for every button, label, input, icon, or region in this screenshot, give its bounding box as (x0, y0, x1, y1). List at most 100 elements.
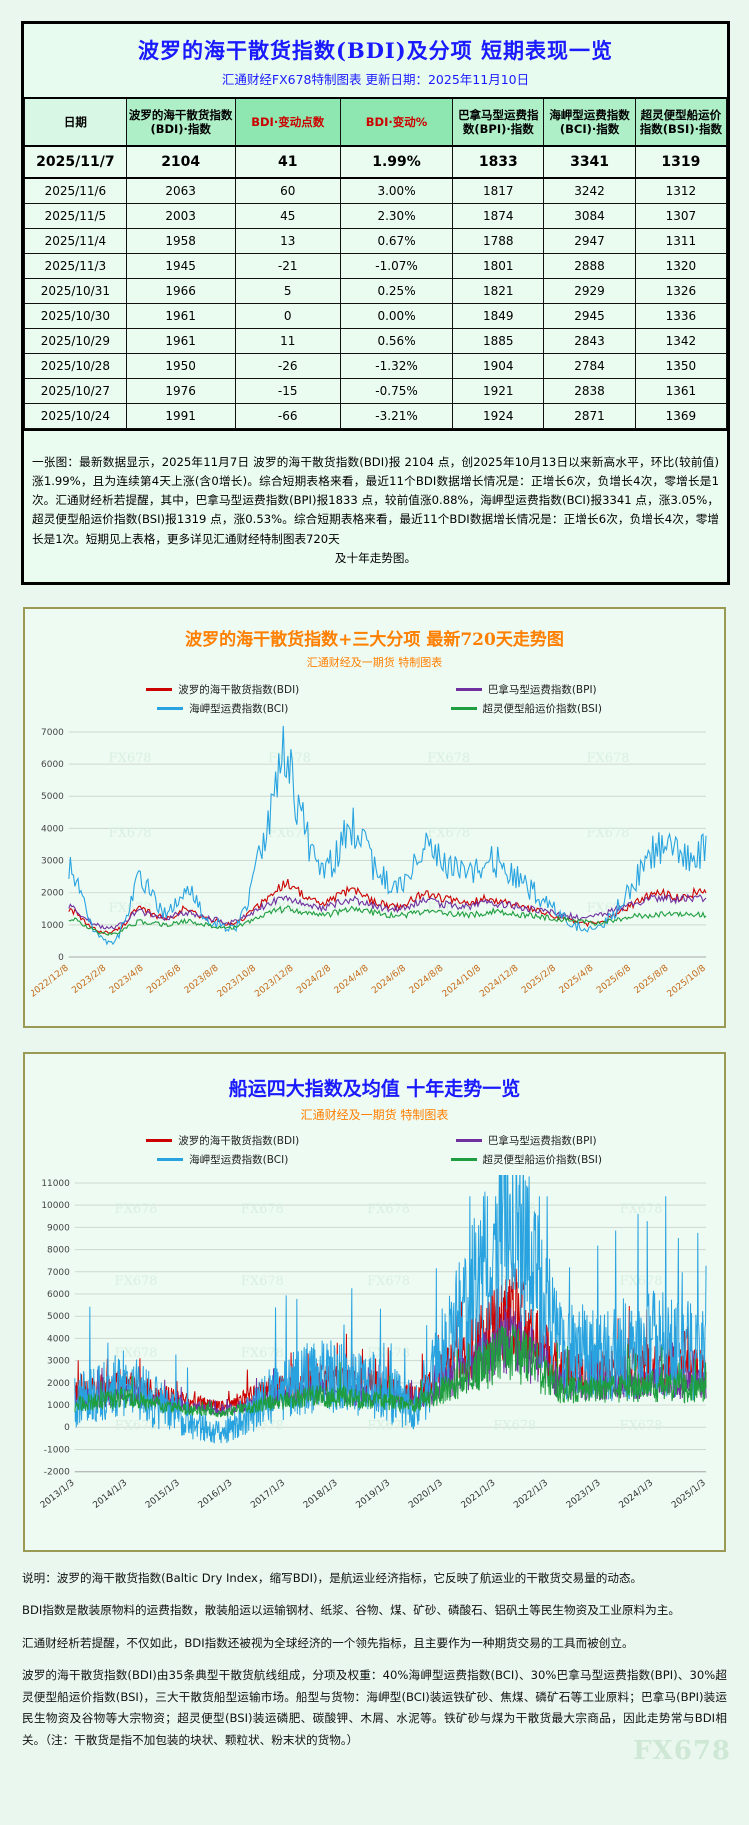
cell-bpi: 1833 (452, 145, 545, 179)
svg-text:4000: 4000 (47, 1335, 70, 1345)
cell-bci: 2871 (543, 403, 636, 429)
col-bdi-change-percent: BDI·变动% (339, 97, 454, 147)
svg-text:FX678: FX678 (587, 826, 630, 841)
cell-date: 2025/11/5 (24, 203, 127, 229)
cell-pct: -1.07% (339, 253, 454, 279)
legend-label-bci: 海岬型运费指数(BCI) (189, 1154, 289, 1167)
legend-item-bsi: 超灵便型船运价指数(BSI) (375, 701, 679, 716)
cell-pct: 3.00% (339, 177, 454, 204)
summary-note: 一张图：最新数据显示，2025年11月7日 波罗的海干散货指数(BDI)报 21… (24, 429, 727, 582)
legend-label-bdi: 波罗的海干散货指数(BDI) (178, 683, 300, 696)
chart-10y-legend: 波罗的海干散货指数(BDI) 巴拿马型运费指数(BPI) 海岬型运费指数(BCI… (31, 1131, 718, 1175)
cell-bsi: 1307 (634, 203, 728, 229)
cell-pts: -66 (234, 403, 341, 429)
col-bdi-change-points: BDI·变动点数 (234, 97, 341, 147)
cell-bci: 2947 (543, 228, 636, 254)
svg-text:7000: 7000 (47, 1268, 70, 1278)
svg-text:3000: 3000 (47, 1357, 70, 1367)
legend-item-bci: 海岬型运费指数(BCI) (71, 1152, 375, 1167)
cell-date: 2025/11/4 (24, 228, 127, 254)
svg-text:2023/6/8: 2023/6/8 (145, 963, 183, 996)
legend-swatch-bpi (455, 1139, 482, 1143)
footer-explanation: 说明：波罗的海干散货指数(Baltic Dry Index，缩写BDI)，是航运… (0, 1552, 749, 1772)
table-row: 2025/10/24 1991 -66 -3.21% 1924 2871 136… (24, 403, 728, 429)
cell-bdi: 1961 (125, 328, 236, 354)
svg-text:2022/1/3: 2022/1/3 (512, 1479, 550, 1512)
svg-text:FX678: FX678 (115, 1202, 158, 1217)
cell-pts: 5 (234, 278, 341, 304)
svg-text:2024/1/3: 2024/1/3 (617, 1479, 655, 1512)
chart-720d-title: 波罗的海干散货指数+三大分项 最新720天走势图 (185, 629, 564, 650)
col-bsi: 超灵便型船运价指数(BSI)·指数 (634, 97, 728, 147)
cell-bpi: 1924 (452, 403, 545, 429)
cell-bsi: 1311 (634, 228, 728, 254)
svg-text:2024/10/8: 2024/10/8 (441, 963, 484, 999)
svg-text:6000: 6000 (47, 1290, 70, 1300)
table-row: 2025/10/30 1961 0 0.00% 1849 2945 1336 (24, 303, 728, 329)
cell-bsi: 1319 (634, 145, 728, 179)
svg-text:FX678: FX678 (427, 826, 470, 841)
chart-720d-subtitle: 汇通财经及一期货 特制图表 (306, 655, 443, 669)
cell-bsi: 1350 (634, 353, 728, 379)
cell-bdi: 2104 (125, 145, 236, 179)
cell-bdi: 1991 (125, 403, 236, 429)
svg-text:2021/1/3: 2021/1/3 (460, 1479, 498, 1512)
svg-text:2023/12/8: 2023/12/8 (253, 963, 296, 999)
cell-date: 2025/10/27 (24, 378, 127, 404)
svg-text:FX678: FX678 (620, 1202, 663, 1217)
footer-paragraph-1: 说明：波罗的海干散货指数(Baltic Dry Index，缩写BDI)，是航运… (22, 1570, 643, 1585)
col-bdi: 波罗的海干散货指数(BDI)·指数 (125, 97, 236, 147)
footer-paragraph-4: 波罗的海干散货指数(BDI)由35条典型干散货航线组成，分项及权重：40%海岬型… (22, 1668, 727, 1747)
svg-text:FX678: FX678 (115, 1275, 158, 1290)
col-bpi: 巴拿马型运费指数(BPI)·指数 (452, 97, 545, 147)
legend-swatch-bci (157, 1158, 184, 1162)
svg-text:2025/6/8: 2025/6/8 (595, 963, 633, 996)
svg-text:2000: 2000 (41, 888, 64, 898)
svg-text:6000: 6000 (41, 760, 64, 770)
cell-bdi: 1966 (125, 278, 236, 304)
legend-label-bsi: 超灵便型船运价指数(BSI) (482, 702, 602, 715)
short-term-table-panel: 波罗的海干散货指数(BDI)及分项 短期表现一览 汇通财经FX678特制图表 更… (21, 21, 730, 585)
chart-10y-svg: -2000 -1000 0 1000 2000 3000 4000 5000 6000 7000 8… (39, 1175, 708, 1512)
cell-date: 2025/11/3 (24, 253, 127, 279)
cell-bpi: 1817 (452, 177, 545, 204)
cell-bdi: 1976 (125, 378, 236, 404)
summary-note-text: 一张图：最新数据显示，2025年11月7日 波罗的海干散货指数(BDI)报 21… (32, 455, 719, 546)
svg-text:FX678: FX678 (367, 1419, 410, 1434)
svg-text:2023/4/8: 2023/4/8 (108, 963, 146, 996)
svg-text:8000: 8000 (47, 1246, 70, 1256)
cell-pct: 2.30% (339, 203, 454, 229)
cell-bdi: 1945 (125, 253, 236, 279)
page-subtitle: 汇通财经FX678特制图表 更新日期：2025年11月10日 (221, 72, 530, 87)
cell-pts: 11 (234, 328, 341, 354)
page-title: 波罗的海干散货指数(BDI)及分项 短期表现一览 (138, 38, 613, 63)
legend-label-bdi: 波罗的海干散货指数(BDI) (178, 1135, 300, 1148)
chart-10y-title: 船运四大指数及均值 十年走势一览 (228, 1078, 521, 1101)
cell-bci: 2784 (543, 353, 636, 379)
cell-date: 2025/11/7 (24, 145, 127, 179)
svg-text:10000: 10000 (41, 1202, 70, 1212)
cell-pct: -0.75% (339, 378, 454, 404)
cell-bpi: 1849 (452, 303, 545, 329)
svg-text:1000: 1000 (47, 1402, 70, 1412)
chart-10y-panel: 船运四大指数及均值 十年走势一览 汇通财经及一期货 特制图表 波罗的海干散货指数… (23, 1052, 726, 1552)
legend-label-bpi: 巴拿马型运费指数(BPI) (487, 1135, 597, 1148)
table-row: 2025/11/7 2104 41 1.99% 1833 3341 1319 (24, 145, 728, 179)
svg-text:11000: 11000 (41, 1179, 70, 1189)
cell-bsi: 1361 (634, 378, 728, 404)
chart-720d-svg: 0 1000 2000 3000 4000 5000 6000 7000 FX678 FX678 F… (31, 725, 708, 999)
svg-text:-1000: -1000 (44, 1446, 70, 1456)
svg-text:2024/6/8: 2024/6/8 (370, 963, 408, 996)
legend-item-bdi: 波罗的海干散货指数(BDI) (71, 1133, 375, 1148)
col-date: 日期 (24, 97, 127, 147)
cell-bsi: 1336 (634, 303, 728, 329)
legend-label-bsi: 超灵便型船运价指数(BSI) (482, 1154, 602, 1167)
svg-text:FX678: FX678 (241, 1202, 284, 1217)
footer-paragraph-3: 汇通财经析若提醒，不仅如此，BDI指数还被视为全球经济的一个领先指标，且主要作为… (22, 1635, 634, 1650)
cell-pts: 60 (234, 177, 341, 204)
cell-date: 2025/10/28 (24, 353, 127, 379)
cell-bpi: 1788 (452, 228, 545, 254)
svg-text:FX678: FX678 (587, 751, 630, 766)
svg-text:0: 0 (58, 953, 64, 963)
chart-10y-plot: -2000 -1000 0 1000 2000 3000 4000 5000 6000 7000 8… (31, 1175, 718, 1533)
